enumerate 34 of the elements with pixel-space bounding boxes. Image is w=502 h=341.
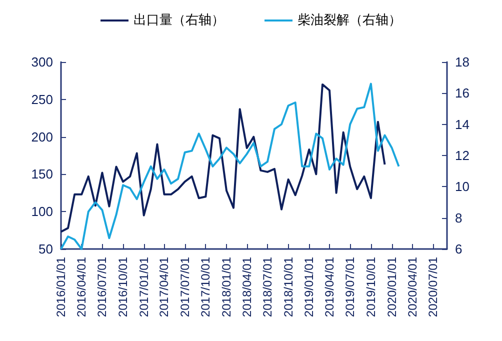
legend-label: 出口量（右轴） <box>134 13 224 28</box>
x-tick-label: 2018/10/01 <box>281 256 296 318</box>
x-tick-label: 2020/01/01 <box>384 256 399 318</box>
x-tick-label: 2019/01/01 <box>302 256 316 318</box>
y2-tick-label: 10 <box>455 179 470 194</box>
x-tick-label: 2020/07/01 <box>426 256 440 318</box>
y2-tick-label: 18 <box>455 54 470 70</box>
x-tick-label: 2018/07/01 <box>260 256 274 318</box>
y2-tick-label: 16 <box>455 86 470 101</box>
y-tick-label: 200 <box>31 129 53 144</box>
y-tick-label: 300 <box>31 54 53 70</box>
x-tick-label: 2017/04/01 <box>157 256 172 318</box>
x-tick-label: 2017/10/01 <box>198 256 213 318</box>
y-tick-label: 150 <box>31 166 53 182</box>
x-tick-label: 2016/10/01 <box>116 256 130 318</box>
y2-tick-label: 14 <box>455 116 470 132</box>
x-tick-label: 2019/04/01 <box>322 256 336 318</box>
y-tick-label: 50 <box>38 242 53 256</box>
x-tick-label: 2016/04/01 <box>74 256 89 318</box>
x-tick-label: 2018/01/01 <box>219 256 234 318</box>
y-tick-label: 250 <box>31 92 53 107</box>
y2-tick-label: 12 <box>455 148 470 163</box>
y-tick-label: 100 <box>31 204 53 220</box>
x-tick-label: 2017/07/01 <box>178 256 192 318</box>
x-tick-label: 2016/01/01 <box>54 256 68 318</box>
y2-tick-label: 6 <box>455 242 462 256</box>
x-tick-label: 2018/04/01 <box>240 256 254 318</box>
y2-tick-label: 8 <box>455 210 462 226</box>
legend-label: 柴油裂解（右轴） <box>298 13 402 28</box>
x-tick-label: 2019/10/01 <box>364 256 378 318</box>
x-tick-label: 2019/07/01 <box>343 256 358 318</box>
x-tick-label: 2016/07/01 <box>95 256 110 318</box>
x-tick-label: 2017/01/01 <box>136 256 151 318</box>
x-tick-label: 2020/04/01 <box>405 256 420 318</box>
